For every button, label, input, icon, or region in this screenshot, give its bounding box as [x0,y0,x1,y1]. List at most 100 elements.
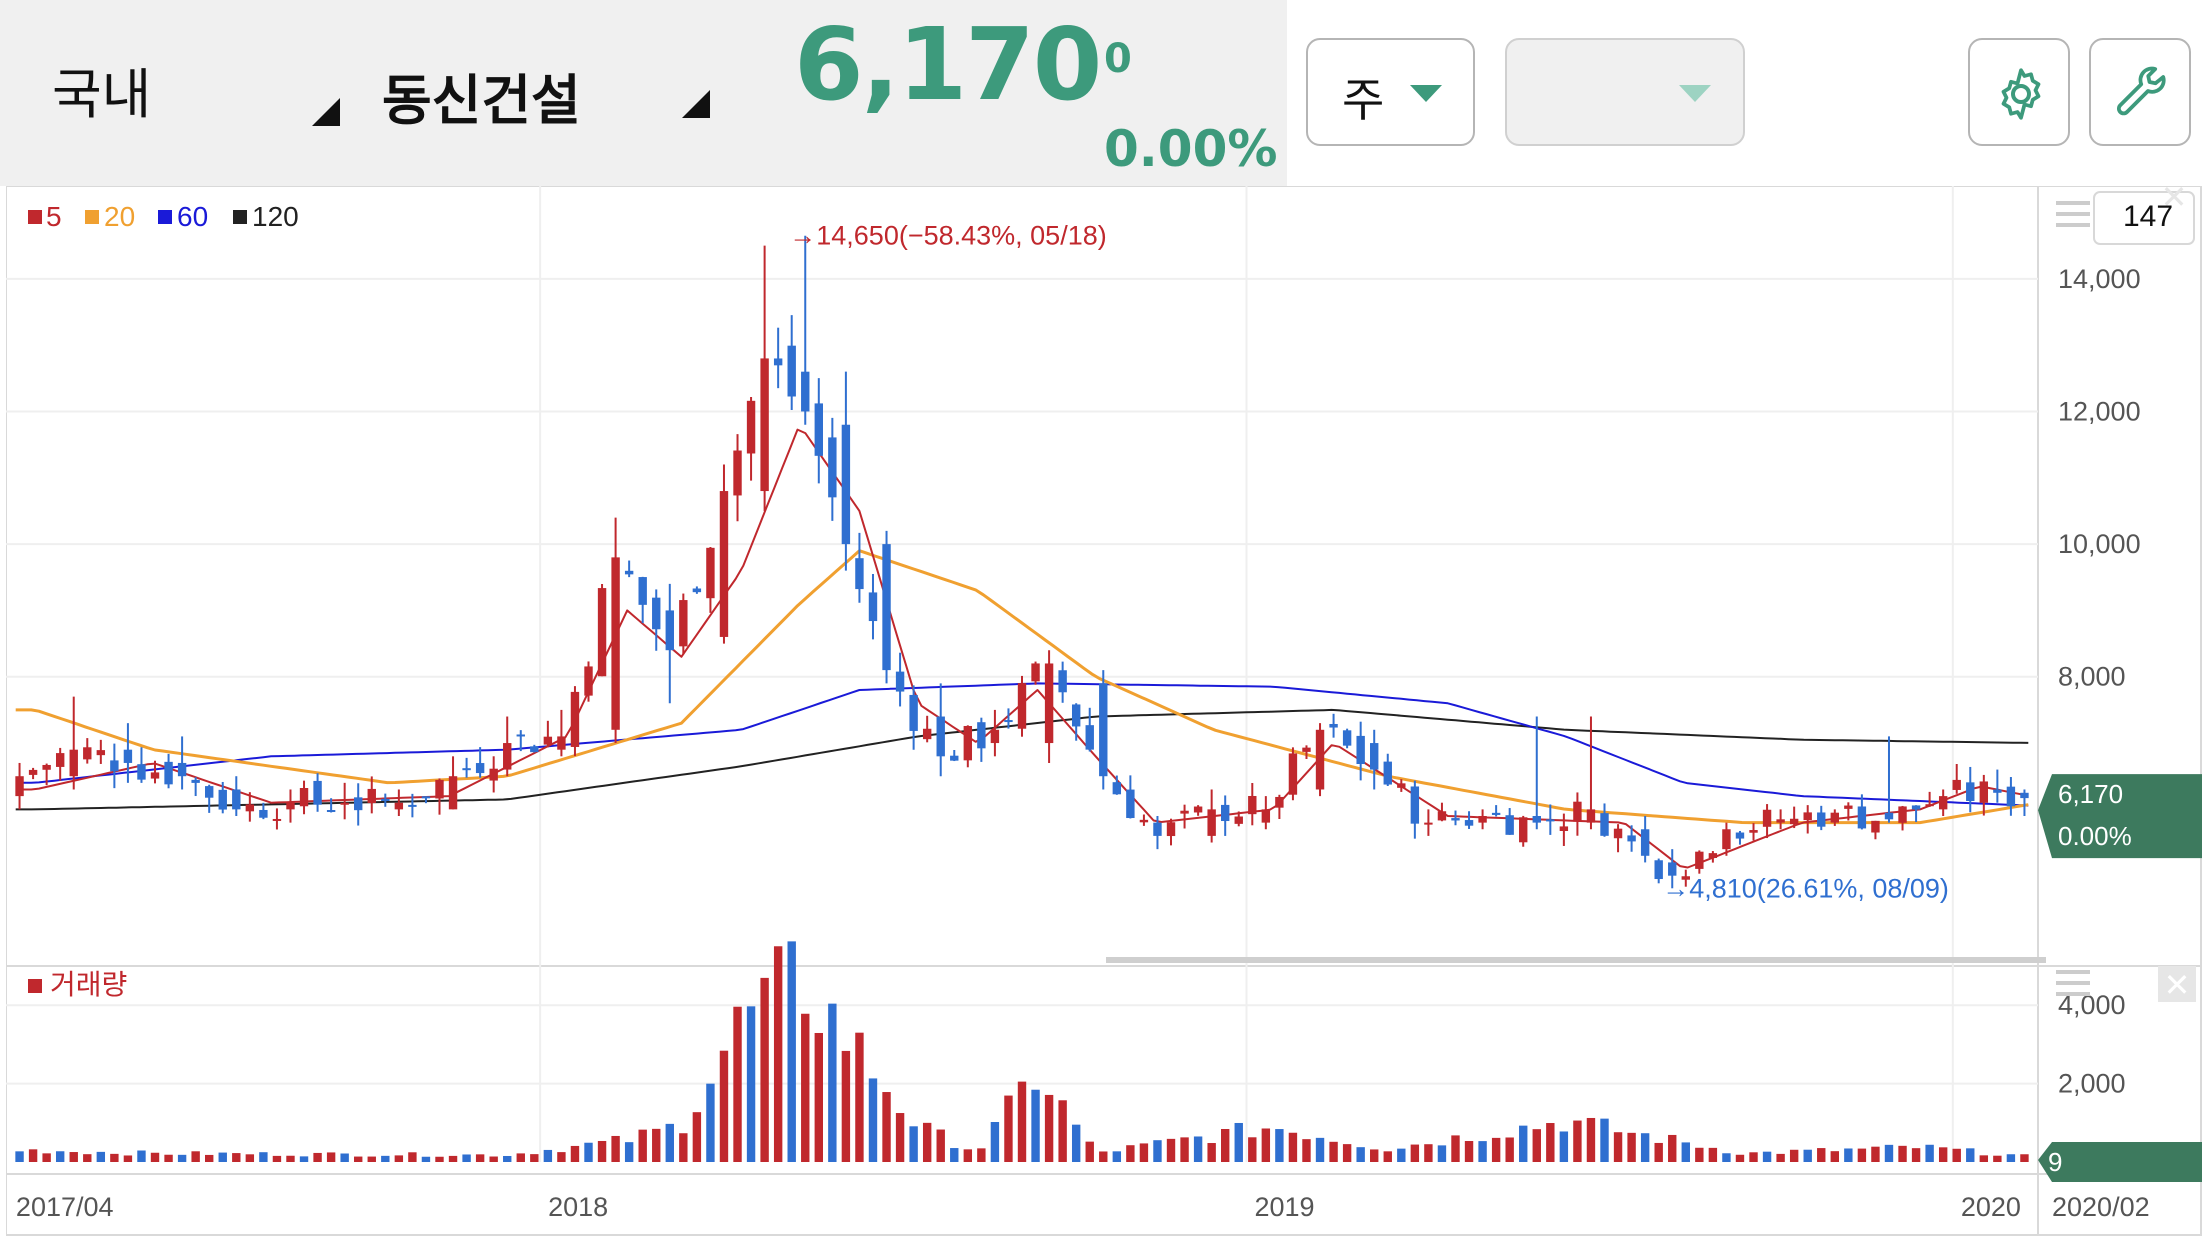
x-tick-label: 2020 [1961,1192,2021,1222]
candle [841,371,851,571]
chart-scrollbar[interactable] [1106,957,2046,963]
candle [1383,753,1392,787]
candle [1437,802,1447,822]
volume-bar [895,1113,905,1162]
candle [895,652,905,707]
y-tick-label: 12,000 [2058,396,2141,426]
volume-bar [1600,1118,1609,1162]
volume-bar [1424,1144,1433,1162]
volume-bar [746,1006,756,1162]
volume-bar [15,1151,24,1162]
settings-button[interactable] [1968,38,2070,146]
candle [1261,796,1271,830]
volume-bar [1627,1132,1636,1162]
candle-body [1966,782,1975,802]
candle-body [42,764,51,770]
stock-dropdown-corner-icon[interactable] [682,90,710,118]
candle-body [137,764,146,780]
volume-bar [801,1013,810,1162]
candle [1370,729,1379,790]
volume-bar [1031,1089,1040,1162]
candle [882,530,891,684]
candle [1519,815,1528,847]
candle [1180,804,1189,829]
volume-bar [1126,1145,1135,1162]
candle [1031,661,1040,685]
volume-panel-menu-icon[interactable] [2036,956,2106,1006]
volume-bar [123,1155,133,1162]
volume-bar [1017,1081,1027,1162]
count-box[interactable]: ✕ 147 [2093,186,2195,245]
market-dropdown-corner-icon[interactable] [312,98,340,126]
candle [1505,808,1514,835]
candle [55,747,65,781]
volume-bar [421,1156,431,1162]
legend-ma60-swatch [158,210,172,224]
price-panel-menu-icon[interactable] [2036,186,2106,246]
candle [950,750,959,762]
volume-bar [1112,1151,1122,1162]
volume-bar [1166,1138,1176,1162]
candle-body [543,736,553,745]
candle-body [855,558,864,590]
volume-bar [516,1153,525,1162]
candle-body [1830,812,1839,823]
volume-panel-close-button[interactable]: ✕ [2158,966,2196,1003]
period-select[interactable]: 주 [1306,38,1475,146]
candle-body [259,809,268,818]
chevron-down-icon [1679,85,1711,102]
candle [1857,794,1867,830]
secondary-select[interactable] [1505,38,1745,146]
close-icon[interactable]: ✕ [2161,186,2188,215]
candle-body [1017,683,1027,729]
candle [1803,805,1812,834]
volume-bar [1708,1147,1718,1162]
candle-body [354,797,363,811]
candle [1830,809,1839,826]
volume-bar [1139,1143,1149,1162]
volume-bar [1153,1140,1162,1162]
candle-body [936,716,945,757]
candle-body [1573,801,1582,822]
candle [381,793,390,807]
stock-name-select[interactable]: 동신건설 [382,69,581,132]
candle [1925,791,1934,807]
volume-legend: 거래량 [28,969,127,1000]
volume-bar [706,1083,715,1162]
candle-body [1261,809,1271,823]
market-select[interactable]: 국내 [52,63,152,126]
candle [1600,803,1609,837]
candle [1695,850,1704,874]
candle-body [313,780,322,805]
volume-bar [814,1032,823,1162]
volume-bar [1058,1100,1067,1162]
candle [733,434,742,522]
candle-body [1356,735,1365,765]
candle-body [1302,747,1311,752]
candle [259,802,268,820]
candle [232,776,241,816]
volume-bar [1722,1153,1731,1162]
candle [1573,792,1582,836]
volume-bar [787,941,796,1162]
candle [1586,716,1596,830]
high-price-annotation: →14,650(−58.43%, 05/18) [789,221,1106,251]
candle [2020,789,2029,816]
volume-bar [1099,1151,1108,1162]
candle [692,586,702,594]
volume-bar [299,1156,309,1162]
candle [1071,703,1081,741]
candle [313,773,322,812]
x-tick-label: 2018 [548,1192,608,1222]
candle [83,738,92,764]
candle [1356,721,1365,781]
candle-body [1031,663,1040,682]
volume-bar [760,977,769,1162]
candle [1451,810,1460,826]
candle-body [232,789,241,810]
price-change: 0 [1104,36,1132,82]
candle-body [1762,809,1772,827]
candle [326,798,336,813]
legend-ma20: 20 [104,201,135,232]
tools-button[interactable] [2089,38,2191,146]
